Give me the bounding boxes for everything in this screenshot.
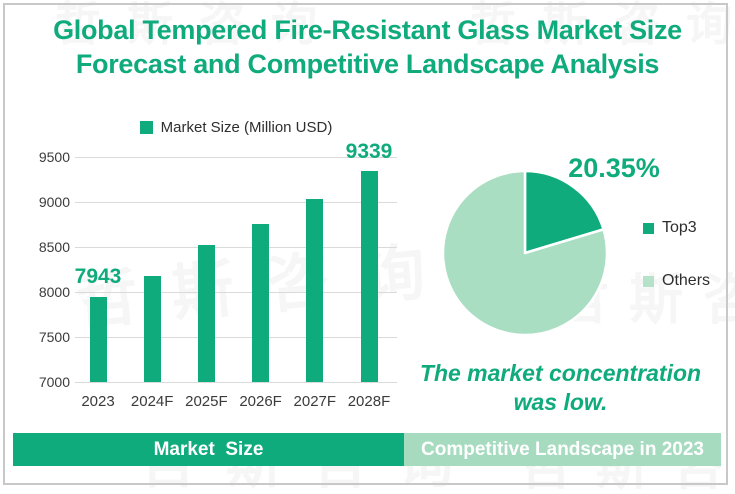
legend-label-top3: Top3 — [662, 219, 697, 236]
bar-value-label: 7943 — [74, 265, 122, 289]
pie-slice-others — [441, 169, 609, 337]
y-axis-tick-label: 8500 — [38, 239, 70, 255]
bar-2025f — [197, 245, 215, 382]
bar-2026f — [252, 223, 270, 382]
page-title: Global Tempered Fire-Resistant Glass Mar… — [0, 13, 735, 81]
concentration-note: The market concentration was low. — [398, 359, 723, 417]
footer-market-size-band: Market Size — [13, 433, 404, 466]
gridline — [75, 382, 397, 383]
gridline — [75, 337, 397, 338]
x-axis-tick-label: 2028F — [347, 393, 391, 410]
y-axis-tick-label: 7500 — [38, 329, 70, 345]
page-title-line1: Global Tempered Fire-Resistant Glass Mar… — [53, 15, 682, 45]
x-axis-tick-label: 2024F — [130, 393, 174, 410]
footer-competitive-landscape-label: Competitive Landscape in 2023 — [421, 438, 704, 460]
bar-2028f — [360, 171, 378, 382]
gridline — [75, 157, 397, 158]
bar-2023 — [89, 297, 107, 382]
x-axis-tick-label: 2023 — [81, 393, 115, 410]
bar-chart-legend: Market Size (Million USD) — [75, 119, 397, 136]
legend-swatch-top3 — [643, 222, 654, 234]
y-axis-tick-label: 9000 — [38, 194, 70, 210]
gridline — [75, 292, 397, 293]
page-title-line2: Forecast and Competitive Landscape Analy… — [75, 49, 660, 79]
y-axis-tick-label: 8000 — [38, 284, 70, 300]
footer-competitive-landscape-band: Competitive Landscape in 2023 — [404, 433, 721, 466]
legend-label-market-size: Market Size (Million USD) — [160, 119, 333, 136]
bar-2024f — [143, 275, 161, 382]
legend-label-others: Others — [662, 272, 711, 289]
concentration-note-line1: The market concentration — [419, 360, 702, 386]
legend-swatch-market-size — [139, 121, 153, 134]
y-axis-tick-label: 9500 — [38, 149, 70, 165]
footer-market-size-label: Market Size — [153, 438, 264, 460]
x-axis-tick-label: 2027F — [293, 393, 337, 410]
bar-value-label: 9339 — [345, 139, 393, 163]
pie-legend-item-top3: Top3 — [643, 219, 697, 237]
bar-chart: 7000 7500 8000 8500 9000 9500 2023 2024F 2025F 20… — [30, 140, 410, 425]
gridline — [75, 202, 397, 203]
pie-svg — [441, 169, 609, 337]
x-axis-tick-label: 2026F — [239, 393, 282, 410]
x-axis-tick-label: 2025F — [185, 393, 228, 410]
pie-slice-top3 — [523, 169, 605, 255]
gridline — [75, 247, 397, 248]
pie-legend-item-others: Others — [643, 272, 710, 290]
legend-swatch-others — [643, 275, 654, 287]
concentration-note-line2: was low. — [513, 389, 608, 415]
bar-2027f — [306, 199, 324, 382]
pie-chart — [441, 169, 609, 337]
pie-data-label: 20.35% — [568, 153, 660, 183]
y-axis-tick-label: 7000 — [38, 374, 70, 390]
